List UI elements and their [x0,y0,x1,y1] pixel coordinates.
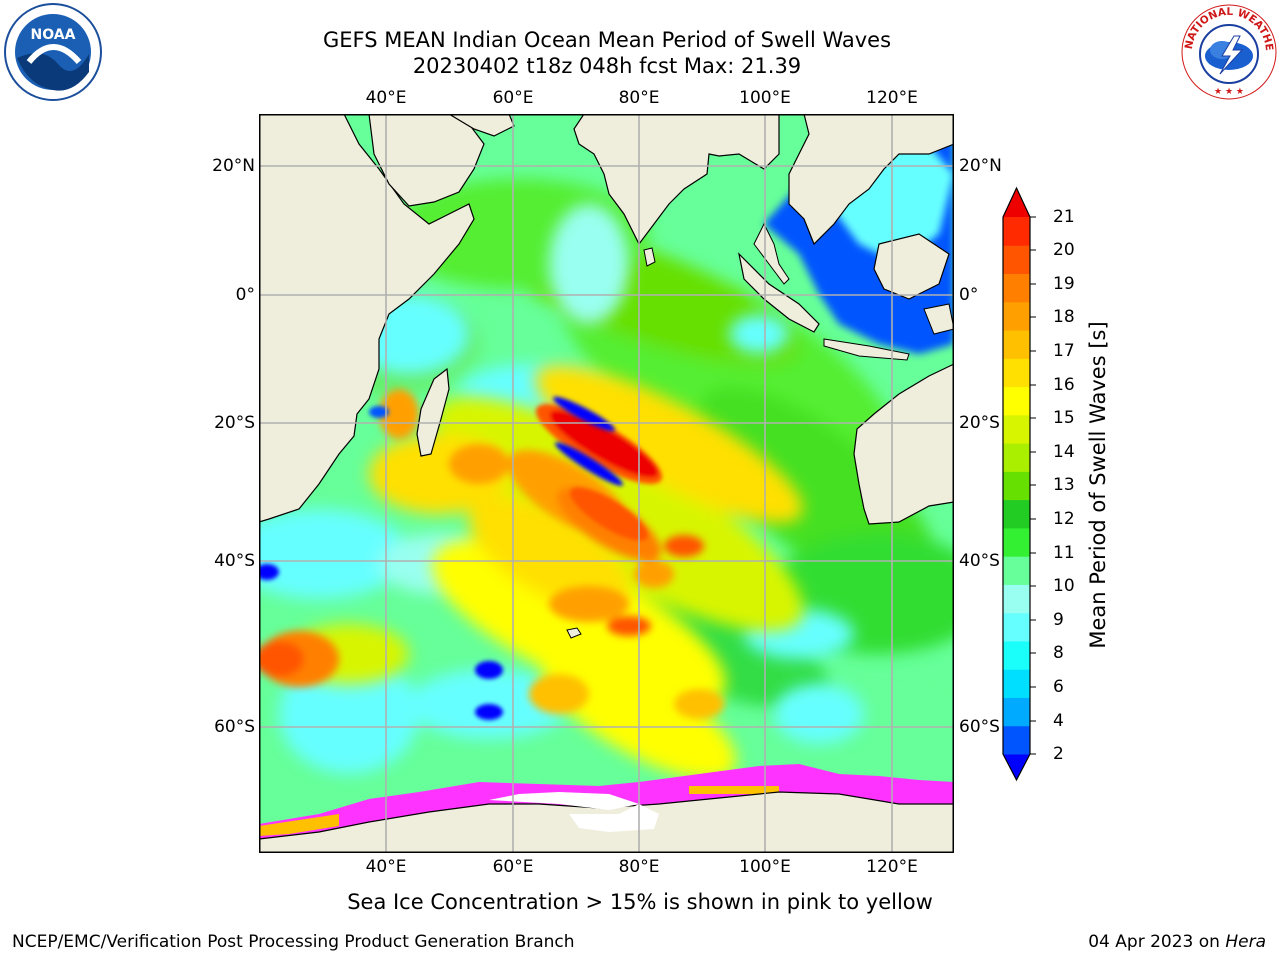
footer-date: 04 Apr 2023 on Hera [1088,932,1266,952]
lat-label-right-20n: 20°N [959,156,1002,176]
colorbar-segment [1003,669,1030,698]
colorbar-label: Mean Period of Swell Waves [s] [1086,321,1110,649]
lon-label-top-80e: 80°E [618,88,660,108]
colorbar-segment [1003,414,1030,444]
colorbar-tick-20: 20 [1053,240,1075,260]
colorbar-tick-11: 11 [1053,543,1075,563]
colorbar-tick-2: 2 [1053,744,1064,764]
lat-label-right-60s: 60°S [959,717,1000,737]
colorbar-tick-13: 13 [1053,475,1075,495]
lat-label-right-0: 0° [959,285,979,305]
colorbar-segment [1003,612,1030,642]
colorbar-segment [1003,725,1030,755]
svg-text:★ ★ ★: ★ ★ ★ [1214,87,1244,97]
lon-label-bottom-60e: 60°E [492,857,534,877]
colorbar-segment [1003,499,1030,529]
lat-label-left-20s: 20°S [214,413,255,433]
colorbar-segment [1003,386,1030,416]
lon-label-top-120e: 120°E [866,88,918,108]
field-blue-areas [259,396,624,720]
lat-label-left-0: 0° [235,285,255,305]
lon-label-top-40e: 40°E [365,88,407,108]
map-frame [259,114,954,853]
colorbar-tick-8: 8 [1053,643,1064,663]
lon-label-top-60e: 60°E [492,88,534,108]
colorbar-tick-17: 17 [1053,341,1075,361]
lon-label-bottom-100e: 100°E [739,857,791,877]
colorbar-segment [1003,273,1030,303]
footer-machine: Hera [1225,932,1266,952]
colorbar-segment [1003,358,1030,388]
colorbar-tick-21: 21 [1053,207,1075,227]
lat-label-left-40s: 40°S [214,551,255,571]
colorbar-tick-10: 10 [1053,576,1075,596]
colorbar-segment [1003,697,1030,727]
colorbar-segment [1003,584,1030,614]
graticule [259,114,954,853]
footer-date-text: 04 Apr 2023 on [1088,932,1226,952]
noaa-logo: NOAA [4,3,102,101]
colorbar-tick-12: 12 [1053,509,1075,529]
colorbar-tick-14: 14 [1053,442,1075,462]
footer-branch: NCEP/EMC/Verification Post Processing Pr… [12,932,575,952]
field-red-core [535,404,663,541]
nws-logo: NATIONAL WEATHER SERVICE ★ ★ ★ [1178,0,1277,100]
land-madagascar [416,367,450,457]
colorbar-segment [1003,556,1030,585]
lon-label-bottom-120e: 120°E [866,857,918,877]
colorbar-arrow-max [1003,188,1030,217]
colorbar-tick-16: 16 [1053,375,1075,395]
colorbar-segment [1003,527,1030,557]
lon-label-bottom-40e: 40°E [365,857,407,877]
colorbar-segment [1003,301,1030,331]
ice-shelf [569,804,659,832]
colorbar-segment [1003,471,1030,501]
colorbar-segment [1003,217,1030,246]
land-southeast-asia [788,114,954,246]
sea-ice-note: Sea Ice Concentration > 15% is shown in … [347,890,933,914]
colorbar [1002,186,1036,782]
chart-title: GEFS MEAN Indian Ocean Mean Period of Sw… [322,28,892,52]
noaa-logo-text: NOAA [31,27,76,43]
land-australia [853,363,954,525]
lon-label-top-100e: 100°E [739,88,791,108]
lon-label-bottom-80e: 80°E [618,857,660,877]
lat-label-right-20s: 20°S [959,413,1000,433]
swell-period-map [259,114,954,853]
lat-label-left-20n: 20°N [212,156,255,176]
land-kerguelen [566,627,582,639]
chart-subtitle: 20230402 t18z 048h fcst Max: 21.39 [412,54,802,78]
lat-label-right-40s: 40°S [959,551,1000,571]
lat-label-left-60s: 60°S [214,717,255,737]
colorbar-segment [1003,640,1030,670]
colorbar-arrow-min [1003,754,1030,780]
colorbar-tick-18: 18 [1053,307,1075,327]
colorbar-tick-19: 19 [1053,274,1075,294]
colorbar-tick-6: 6 [1053,677,1064,697]
land-sumatra [738,252,820,333]
colorbar-tick-15: 15 [1053,408,1075,428]
colorbar-segment [1003,245,1030,275]
land-africa [259,114,475,523]
colorbar-tick-9: 9 [1053,610,1064,630]
colorbar-segment [1003,443,1030,472]
colorbar-tick-4: 4 [1053,711,1064,731]
colorbar-segment [1003,330,1030,359]
